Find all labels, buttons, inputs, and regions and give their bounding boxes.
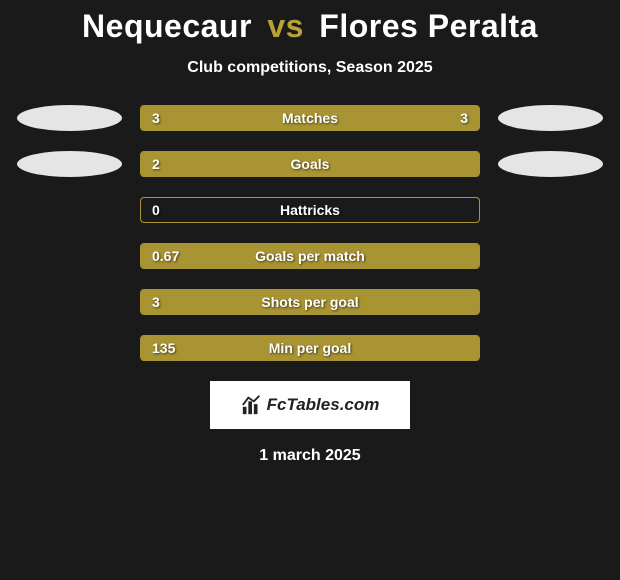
- chart-icon: [241, 394, 263, 416]
- player2-marker: [498, 197, 603, 223]
- logo-badge: FcTables.com: [210, 381, 410, 429]
- player2-marker: [498, 289, 603, 315]
- stat-row: 0Hattricks: [0, 197, 620, 223]
- stat-label: Hattricks: [280, 202, 340, 218]
- comparison-card: Nequecaur vs Flores Peralta Club competi…: [0, 0, 620, 580]
- stat-bar: 2Goals: [140, 151, 480, 177]
- player2-name: Flores Peralta: [319, 8, 538, 44]
- stat-label: Shots per goal: [261, 294, 358, 310]
- stat-bar: 3Shots per goal: [140, 289, 480, 315]
- player1-marker: [17, 197, 122, 223]
- stat-bar: 135Min per goal: [140, 335, 480, 361]
- player1-name: Nequecaur: [82, 8, 252, 44]
- subtitle: Club competitions, Season 2025: [0, 59, 620, 77]
- player1-marker: [17, 243, 122, 269]
- player2-marker: [498, 335, 603, 361]
- player2-marker: [498, 151, 603, 177]
- page-title: Nequecaur vs Flores Peralta: [0, 8, 620, 45]
- stat-row: 0.67Goals per match: [0, 243, 620, 269]
- date-label: 1 march 2025: [0, 447, 620, 465]
- player1-marker: [17, 151, 122, 177]
- stat-row: 2Goals: [0, 151, 620, 177]
- stat-label: Min per goal: [269, 340, 351, 356]
- player1-marker: [17, 105, 122, 131]
- player1-marker: [17, 289, 122, 315]
- stat-row: 33Matches: [0, 105, 620, 131]
- stat-bar: 33Matches: [140, 105, 480, 131]
- player2-marker: [498, 243, 603, 269]
- player1-marker: [17, 335, 122, 361]
- stat-row: 135Min per goal: [0, 335, 620, 361]
- stats-list: 33Matches 2Goals 0Hattricks 0.67Goals per m…: [0, 105, 620, 361]
- logo-text: FcTables.com: [267, 395, 380, 415]
- stat-label: Goals: [291, 156, 330, 172]
- vs-separator: vs: [267, 8, 304, 44]
- stat-bar: 0.67Goals per match: [140, 243, 480, 269]
- stat-label: Matches: [282, 110, 338, 126]
- player2-marker: [498, 105, 603, 131]
- stat-label: Goals per match: [255, 248, 365, 264]
- stat-row: 3Shots per goal: [0, 289, 620, 315]
- stat-bar: 0Hattricks: [140, 197, 480, 223]
